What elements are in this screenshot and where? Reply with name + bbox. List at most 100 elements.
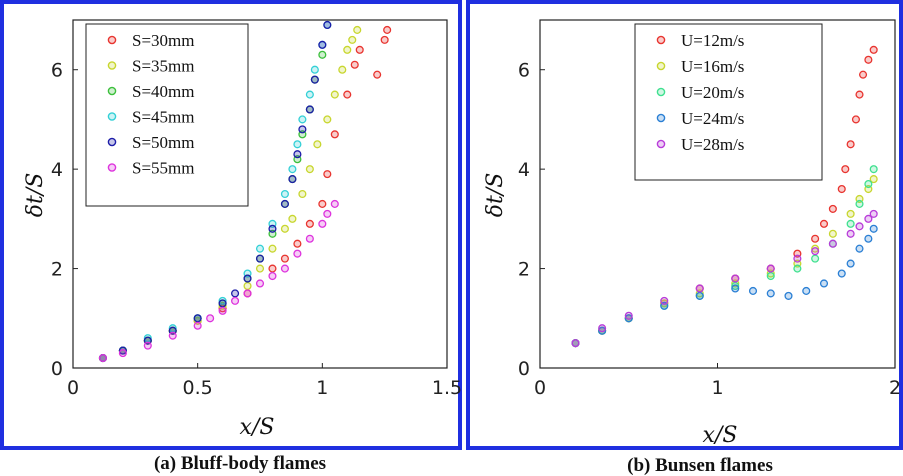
data-point (350, 60, 359, 69)
legend-label: U=16m/s (681, 57, 744, 76)
data-point (846, 219, 855, 228)
legend-marker (656, 139, 666, 149)
caption-a: (a) Bluff-body flames (154, 453, 326, 474)
x-tick-label: 0 (67, 377, 79, 399)
data-point (310, 75, 319, 84)
data-point (837, 184, 846, 194)
data-point (802, 286, 811, 295)
x-tick-label: 0.5 (183, 377, 213, 399)
data-point (811, 244, 820, 253)
data-point (143, 341, 152, 350)
data-point (864, 180, 873, 189)
data-point (323, 209, 332, 218)
data-point (323, 20, 332, 30)
data-point (143, 334, 152, 343)
axes-box-a (72, 19, 448, 369)
data-point (660, 299, 669, 308)
data-point (811, 234, 820, 243)
data-point (280, 199, 289, 208)
legend-marker (656, 87, 666, 97)
data-point (624, 311, 633, 320)
data-point (731, 274, 740, 283)
data-point (855, 222, 864, 231)
data-point (268, 244, 277, 253)
data-point (864, 55, 873, 64)
data-point (280, 254, 289, 263)
data-point (811, 254, 820, 263)
data-point (288, 175, 297, 184)
data-point (695, 284, 704, 293)
legend-label: U=20m/s (681, 83, 744, 102)
data-point (348, 35, 357, 44)
y-tick-label: 0 (51, 358, 63, 380)
data-point (380, 35, 389, 44)
data-point (305, 165, 314, 174)
y-tick-label: 0 (518, 358, 530, 380)
data-point (268, 264, 277, 273)
data-point (784, 291, 793, 300)
data-point (231, 289, 240, 298)
data-point (305, 234, 314, 243)
data-point (293, 140, 302, 149)
data-point (280, 264, 289, 273)
data-point (338, 65, 347, 74)
data-point (298, 125, 307, 134)
data-point (598, 326, 607, 335)
data-point (243, 289, 252, 298)
data-point (98, 354, 107, 363)
legend-b: U=12m/s U=16m/s U=20m/s U=24m/s U=28m/s (634, 23, 823, 181)
data-point (193, 321, 202, 330)
data-point (231, 296, 240, 305)
data-point (323, 170, 332, 179)
legend-marker (656, 35, 666, 45)
data-point (298, 189, 307, 199)
legend-label: U=28m/s (681, 135, 744, 154)
data-point (837, 269, 846, 278)
data-point (858, 70, 868, 79)
data-point (343, 45, 352, 54)
data-point (766, 289, 775, 298)
data-point (218, 306, 227, 315)
x-tick-label: 2 (889, 377, 901, 399)
legend-marker (107, 112, 117, 121)
data-point (293, 150, 302, 159)
data-point (766, 264, 775, 273)
data-point (373, 70, 382, 79)
data-point (255, 264, 265, 273)
xlabel-a: x/S (240, 415, 275, 440)
legend-marker (107, 61, 117, 70)
data-point (846, 209, 855, 218)
data-point (305, 90, 314, 99)
data-point (846, 229, 855, 238)
data-point (268, 271, 277, 281)
data-point (168, 331, 177, 340)
data-point (846, 259, 855, 268)
data-point (293, 249, 302, 258)
data-point (298, 115, 307, 124)
legend-label: S=55mm (132, 159, 195, 178)
legend-box (85, 23, 249, 207)
legend-marker (107, 137, 117, 147)
data-point (305, 219, 314, 228)
data-point (660, 296, 669, 305)
data-point (288, 214, 297, 223)
data-point (243, 281, 252, 291)
data-point (313, 140, 322, 149)
data-point (280, 189, 289, 199)
data-point (855, 244, 864, 253)
data-point (310, 65, 319, 74)
legend-marker (656, 113, 666, 123)
legend-marker (107, 35, 117, 45)
data-point (255, 244, 265, 253)
legend-label: S=45mm (132, 108, 195, 127)
legend-marker (107, 86, 117, 96)
data-point (323, 115, 332, 124)
ylabel-b: δt/S (483, 173, 508, 218)
data-point (318, 199, 327, 208)
data-point (855, 199, 864, 208)
data-point (255, 254, 265, 263)
data-point (318, 50, 327, 59)
y-tick-label: 2 (518, 259, 530, 281)
